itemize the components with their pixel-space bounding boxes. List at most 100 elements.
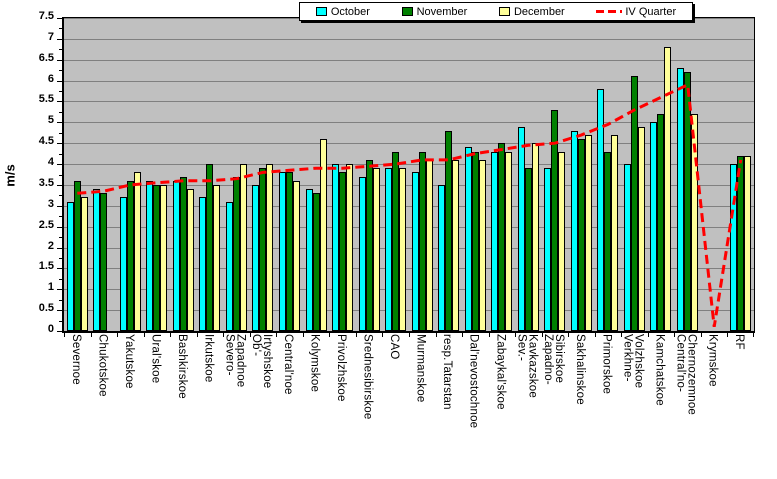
x-axis-label: Verkhne- Volzhskoe: [621, 334, 645, 389]
bar-december: [319, 139, 327, 331]
y-axis-tick-label: 1.5: [38, 260, 54, 273]
bar-november: [498, 143, 506, 331]
y-axis-tick-label: 4.5: [38, 135, 54, 148]
bar-november: [259, 168, 267, 331]
y-axis-tick-label: 2.5: [38, 218, 54, 231]
y-axis-tick: [59, 320, 64, 322]
legend-label-october: October: [330, 5, 370, 18]
y-axis-tick: [57, 226, 64, 228]
bar-october: [119, 197, 127, 331]
x-axis-label: Zabaykal'skoe: [494, 334, 507, 410]
bar-november: [630, 76, 638, 331]
bar-november: [312, 193, 320, 331]
bar-group-12: [356, 18, 383, 331]
y-axis-tick-label: 6: [47, 72, 54, 85]
x-axis-tick: [409, 331, 410, 337]
x-axis-tick: [727, 331, 729, 337]
gridline: [64, 80, 754, 82]
y-axis-tick: [57, 18, 64, 19]
bar-group-26: [727, 18, 754, 331]
bar-october: [305, 189, 313, 331]
y-axis-tick: [57, 268, 64, 270]
x-axis-tick: [90, 331, 92, 337]
y-axis-tick-label: 2: [47, 239, 54, 252]
y-axis-tick: [57, 122, 64, 124]
y-axis-tick: [59, 174, 64, 176]
bar-group-11: [329, 18, 356, 331]
x-axis-label: Bashkirskoe: [175, 334, 188, 399]
y-axis-tick: [59, 299, 64, 301]
chart-legend: October November December IV Quarter: [299, 2, 693, 21]
y-axis-tick: [59, 49, 64, 51]
bar-december: [558, 151, 566, 331]
y-axis-tick-label: 3.5: [38, 176, 54, 189]
bar-november: [551, 109, 559, 331]
y-axis-tick: [59, 132, 64, 134]
bar-november: [365, 159, 373, 331]
x-axis-label: Yakutskoe: [122, 334, 135, 389]
x-axis-label-cell: Kolymskoe: [301, 334, 328, 479]
y-axis-tick: [59, 91, 64, 93]
bar-november: [737, 155, 745, 331]
bar-october: [358, 176, 366, 331]
bar-november: [206, 164, 214, 331]
x-axis-tick: [674, 331, 676, 337]
bar-november: [657, 114, 665, 331]
bar-december: [478, 159, 486, 331]
y-axis-tick: [57, 310, 64, 312]
bar-october: [597, 88, 605, 331]
y-axis-tick-label: 4: [47, 156, 54, 169]
bar-group-7: [223, 18, 250, 331]
x-axis-label: Kolymskoe: [308, 334, 321, 393]
bar-group-18: [515, 18, 542, 331]
y-axis-tick-label: 5: [47, 114, 54, 127]
x-axis-label: Central'noe: [282, 334, 295, 395]
bar-october: [730, 164, 738, 331]
december-swatch-icon: [498, 7, 510, 16]
bar-november: [232, 176, 240, 331]
x-axis-label-cell: CAO: [380, 334, 407, 479]
bar-december: [186, 189, 194, 331]
bar-november: [471, 151, 479, 331]
bar-december: [452, 159, 460, 331]
bar-group-22: [621, 18, 648, 331]
x-axis-tick: [143, 331, 145, 337]
legend-item-november: November: [401, 5, 468, 18]
y-axis-tick: [57, 38, 64, 40]
x-axis-label-cell: Chukotskoe: [89, 334, 116, 479]
y-axis-tick-label: 1: [47, 281, 54, 294]
legend-label-november: November: [416, 5, 468, 18]
y-axis-tick-label: 7.5: [38, 10, 54, 22]
y-axis-tick: [57, 289, 64, 291]
x-axis-label-cell: Sakhalinskoe: [566, 334, 593, 479]
bar-group-6: [197, 18, 224, 331]
bar-december: [160, 184, 168, 331]
bar-october: [517, 126, 525, 331]
bar-november: [418, 151, 426, 331]
x-axis-label: RF: [733, 334, 746, 350]
bar-october: [544, 168, 552, 331]
y-axis-tick: [59, 70, 64, 72]
y-axis-tick: [59, 237, 64, 239]
november-swatch-icon: [401, 7, 413, 16]
x-axis-label-cell: Srednesibirskoe: [354, 334, 381, 479]
bar-group-21: [595, 18, 622, 331]
bar-november: [153, 184, 161, 331]
x-axis-tick: [355, 331, 357, 337]
x-axis-label: Dal'nevostochnoe: [467, 334, 480, 429]
x-axis-label: Privolzhskoe: [335, 334, 348, 402]
bar-november: [604, 151, 612, 331]
bar-december: [637, 126, 645, 331]
x-axis-label-cell: Central'noe: [274, 334, 301, 479]
bar-group-8: [250, 18, 277, 331]
x-axis-label: Ural'skoe: [149, 334, 162, 384]
x-axis-tick: [223, 331, 225, 337]
x-axis-label: Murmanskoe: [414, 334, 427, 403]
x-axis-label: Zapadno- Sibirskoe: [541, 334, 565, 385]
bar-december: [266, 164, 274, 331]
legend-item-october: October: [315, 5, 370, 18]
bar-november: [392, 151, 400, 331]
x-axis-label-cell: Severnoe: [62, 334, 89, 479]
x-axis-label: Sakhalinskoe: [573, 334, 586, 405]
